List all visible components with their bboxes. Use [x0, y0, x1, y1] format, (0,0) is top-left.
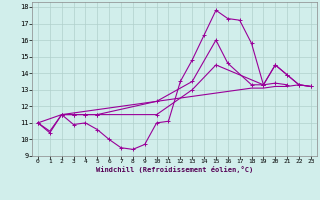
X-axis label: Windchill (Refroidissement éolien,°C): Windchill (Refroidissement éolien,°C): [96, 166, 253, 173]
